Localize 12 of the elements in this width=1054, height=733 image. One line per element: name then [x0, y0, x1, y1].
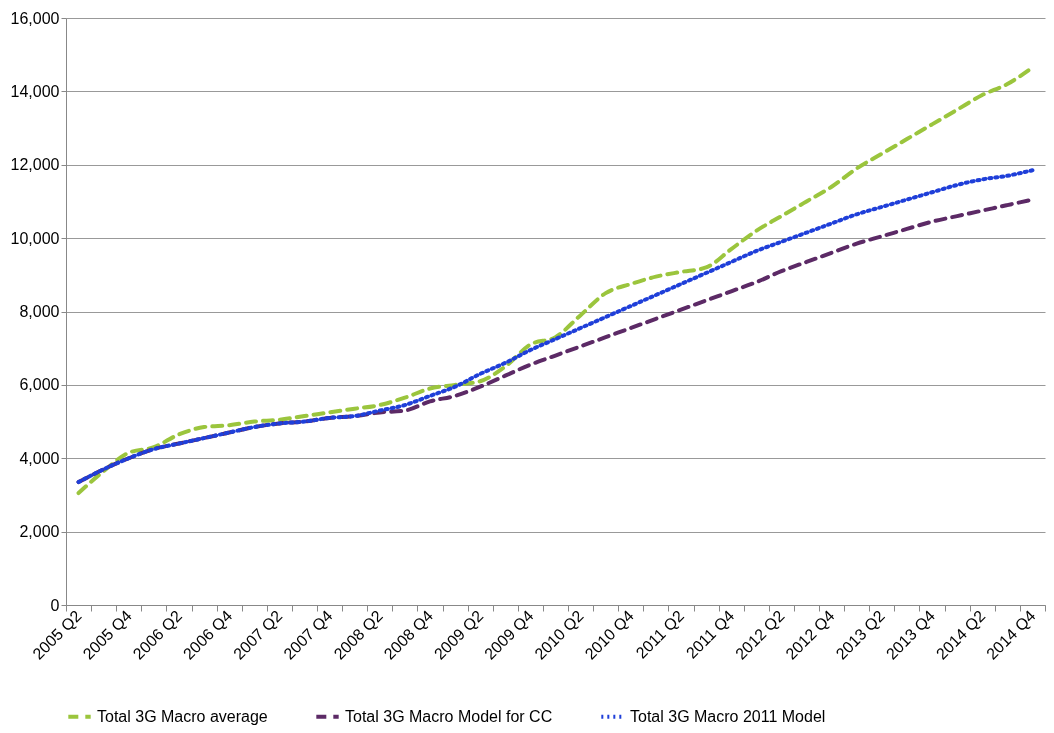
y-tick-label: 6,000	[19, 376, 60, 394]
y-tick-label: 8,000	[19, 303, 60, 320]
legend-label: Total 3G Macro 2011 Model	[630, 707, 826, 725]
y-tick-label: 16,000	[10, 9, 60, 27]
y-tick-label: 14,000	[10, 82, 60, 100]
y-tick-label: 10,000	[10, 229, 60, 247]
legend-label: Total 3G Macro Model for CC	[345, 707, 553, 725]
legend-label: Total 3G Macro average	[97, 707, 268, 725]
y-tick-label: 12,000	[10, 156, 60, 174]
y-tick-label: 2,000	[19, 523, 60, 541]
y-tick-label: 4,000	[19, 449, 60, 467]
y-tick-label: 0	[50, 596, 60, 614]
